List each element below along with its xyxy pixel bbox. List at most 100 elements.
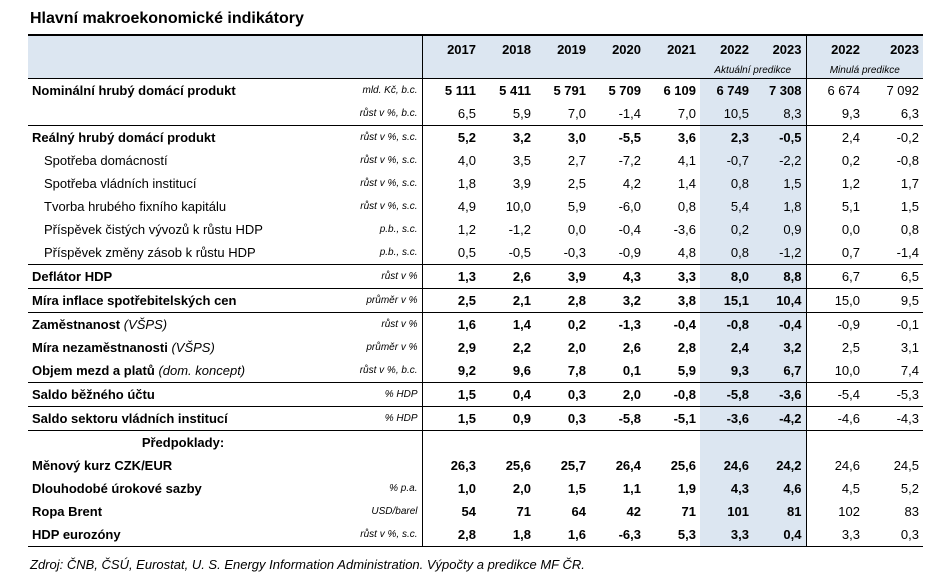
row-name: Tvorba hrubého fixního kapitálu [44, 199, 227, 214]
table-title: Hlavní makroekonomické indikátory [30, 10, 304, 27]
row-name: Měnový kurz CZK/EUR [32, 458, 173, 473]
value-cell: 6 674 [806, 78, 864, 102]
row-name: Dlouhodobé úrokové sazby [32, 481, 202, 496]
row-note: (VŠPS) [123, 317, 168, 332]
value-cell: -3,6 [673, 222, 696, 237]
year-header: 2023 [753, 34, 807, 62]
row-label: Spotřeba vládních institucí [28, 172, 338, 195]
value-cell: 1,4 [677, 176, 696, 191]
value-cell: 0,2 [535, 312, 590, 336]
value-cell: 6 749 [700, 78, 753, 102]
row-note: (VŠPS) [171, 340, 215, 355]
row-unit: růst v %, s.c. [338, 125, 423, 149]
value-cell: 3,0 [535, 125, 590, 149]
value-cell: 1,7 [900, 176, 919, 191]
value-cell: -2,2 [753, 149, 807, 172]
value-cell: 4,6 [753, 477, 807, 500]
value-cell: -1,2 [508, 222, 531, 237]
row-unit: % HDP [338, 382, 423, 407]
value-cell: -5,8 [590, 406, 645, 431]
value-cell: 4,9 [457, 199, 476, 214]
value-cell: 1,8 [457, 176, 476, 191]
value-cell: -5,3 [864, 382, 923, 407]
value-cell: 15,1 [700, 288, 753, 313]
value-cell: 24,6 [834, 458, 860, 473]
row-label: Reálný hrubý domácí produkt [28, 125, 338, 149]
row-note: (dom. koncept) [158, 363, 246, 378]
row-label: Zaměstnanost (VŠPS) [28, 312, 338, 336]
value-cell: 0,2 [700, 218, 753, 241]
value-cell: 8,3 [753, 102, 807, 126]
value-cell: 7,8 [567, 363, 586, 378]
value-cell: 9,3 [841, 106, 860, 121]
row-unit: růst v %, s.c. [338, 195, 423, 218]
row-unit: růst v %, s.c. [338, 523, 423, 547]
value-cell: 5,2 [900, 481, 919, 496]
value-cell: 3,9 [535, 264, 590, 289]
value-cell: -0,8 [645, 382, 700, 407]
row-name: Příspěvek změny zásob k růstu HDP [44, 245, 256, 260]
value-cell: 71 [516, 504, 531, 519]
value-cell: 24,5 [893, 458, 919, 473]
row-name: Míra nezaměstnanosti [32, 340, 168, 355]
table-row: Reálný hrubý domácí produkt růst v %, s.c… [28, 125, 923, 149]
value-cell: 1,3 [422, 264, 480, 289]
row-label: Příspěvek čistých vývozů k růstu HDP [28, 218, 338, 241]
value-cell: 2,5 [422, 288, 480, 313]
row-label: Míra nezaměstnanosti (VŠPS) [28, 336, 338, 359]
value-cell: -1,4 [618, 106, 641, 121]
value-cell: 1,0 [457, 481, 476, 496]
value-cell: 0,4 [753, 523, 807, 547]
value-cell: 3,2 [590, 288, 645, 313]
value-cell: -0,4 [645, 312, 700, 336]
value-cell: 5,1 [841, 199, 860, 214]
value-cell: 5 411 [480, 78, 535, 102]
value-cell: 54 [461, 504, 476, 519]
value-cell: 0,8 [700, 172, 753, 195]
table-row: Spotřeba vládních institucí růst v %, s.c… [28, 172, 923, 195]
table-row: Příspěvek čistých vývozů k růstu HDP p.b.… [28, 218, 923, 241]
row-unit: růst v %, b.c. [338, 102, 423, 126]
assumptions-label: Předpoklady: [28, 430, 338, 454]
value-cell: 6,7 [806, 264, 864, 289]
table-row: Tvorba hrubého fixního kapitálu růst v %,… [28, 195, 923, 218]
row-name: Příspěvek čistých vývozů k růstu HDP [44, 222, 263, 237]
value-cell: 26,4 [615, 458, 641, 473]
value-cell: 1,5 [422, 406, 480, 431]
assumptions-row: Předpoklady: [28, 430, 923, 454]
value-cell: 2,6 [480, 264, 535, 289]
value-cell: 0,3 [535, 382, 590, 407]
value-cell: 3,5 [512, 153, 531, 168]
row-unit: % HDP [338, 406, 423, 431]
value-cell: 1,8 [753, 195, 807, 218]
row-name: Deflátor HDP [32, 269, 113, 284]
row-label: Saldo běžného účtu [28, 382, 338, 407]
value-cell: 24,6 [700, 454, 753, 477]
value-cell: 8,8 [753, 264, 807, 289]
header-years-row: 2017 2018 2019 2020 2021 2022 2023 2022 … [28, 34, 923, 62]
value-cell: 2,8 [677, 340, 696, 355]
value-cell: 24,2 [753, 454, 807, 477]
row-name: Míra inflace spotřebitelských cen [32, 293, 237, 308]
value-cell: 4,0 [457, 153, 476, 168]
row-label: Objem mezd a platů (dom. koncept) [28, 359, 338, 383]
year-header: 2017 [422, 34, 480, 62]
value-cell: 42 [626, 504, 641, 519]
row-label: Ropa Brent [28, 500, 338, 523]
value-cell: -5,1 [645, 406, 700, 431]
row-label: HDP eurozóny [28, 523, 338, 547]
value-cell: 2,8 [535, 288, 590, 313]
year-header: 2018 [480, 34, 535, 62]
value-cell: 2,9 [457, 340, 476, 355]
value-cell: 2,5 [567, 176, 586, 191]
value-cell: 6,5 [864, 264, 923, 289]
value-cell: 0,1 [622, 363, 641, 378]
value-cell: 2,2 [512, 340, 531, 355]
row-label: Příspěvek změny zásob k růstu HDP [28, 241, 338, 265]
value-cell: 0,0 [567, 222, 586, 237]
value-cell: 10,0 [834, 363, 860, 378]
value-cell: 4,5 [841, 481, 860, 496]
row-label: Měnový kurz CZK/EUR [28, 454, 338, 477]
table-row: Dlouhodobé úrokové sazby % p.a. 1,0 2,0 1,5 1… [28, 477, 923, 500]
current-prediction-label: Aktuální predikce [700, 62, 807, 79]
